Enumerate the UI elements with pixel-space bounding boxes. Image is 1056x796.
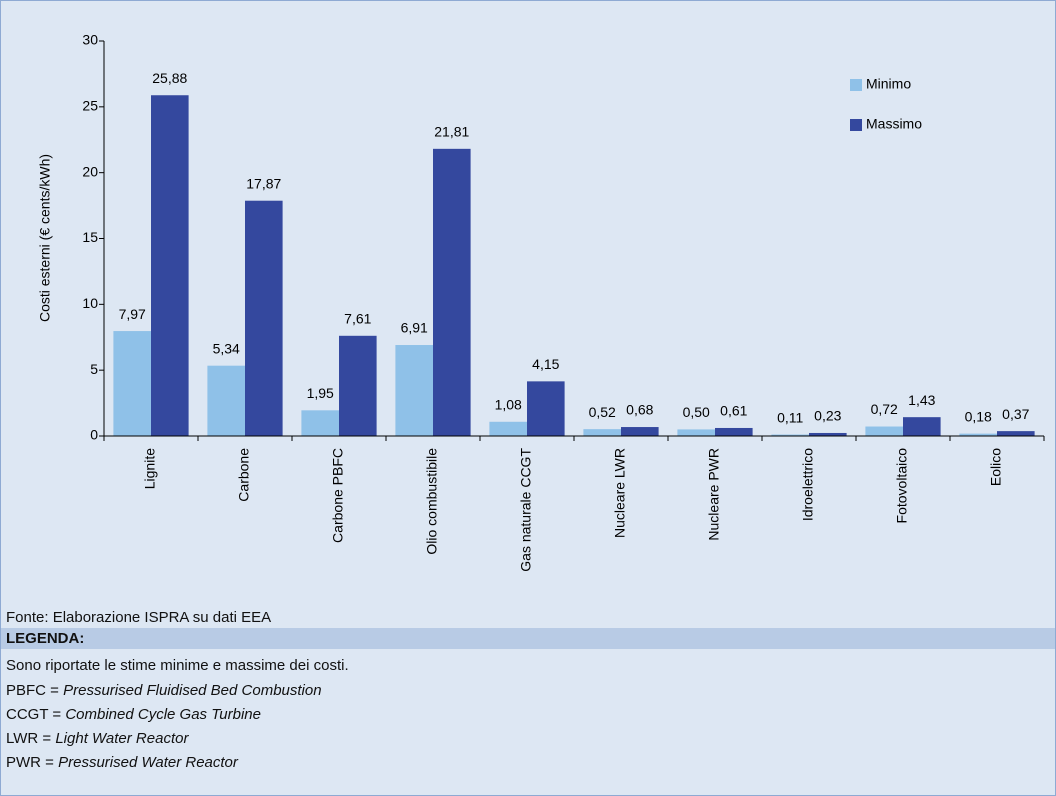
legend-band [1,628,1055,649]
x-tick-label: Gas naturale CCGT [518,448,534,572]
y-tick-label: 0 [90,427,98,443]
legenda-title: LEGENDA: [6,630,85,647]
legenda-intro: Sono riportate le stime minime e massime… [6,657,349,674]
y-tick-label: 5 [90,361,98,377]
bar [489,421,527,436]
value-label: 17,87 [246,175,281,191]
legenda-item: CCGT = Combined Cycle Gas Turbine [6,706,261,723]
value-label: 0,50 [683,404,710,420]
value-label: 0,52 [589,404,616,420]
value-label: 1,08 [495,396,522,412]
x-tick-label: Nucleare LWR [612,448,628,538]
legend-swatch [850,119,862,131]
value-label: 1,43 [908,392,935,408]
bar [583,429,621,436]
value-label: 0,68 [626,402,653,418]
definition: Combined Cycle Gas Turbine [65,706,261,723]
bar [113,331,151,436]
value-label: 0,37 [1002,406,1029,422]
value-label: 7,97 [119,306,146,322]
source: Fonte: Elaborazione ISPRA su dati EEA [6,609,272,626]
bar [771,434,809,436]
bar [245,200,283,436]
value-label: 25,88 [152,70,187,86]
y-tick-label: 15 [82,229,98,245]
x-tick-label: Olio combustibile [424,448,440,555]
x-tick-label: Carbone [236,448,252,502]
chart: Costi esterni (€ cents/kWh) 0 5 10 15 20 25 30… [37,32,1045,572]
bar [301,410,339,436]
bar [339,335,377,436]
bar [959,433,997,436]
y-tick-label: 10 [82,295,98,311]
value-label: 6,91 [401,320,428,336]
bar [433,148,471,436]
definition: Light Water Reactor [55,730,189,747]
y-tick-label: 25 [82,98,98,114]
value-label: 5,34 [213,340,240,356]
value-label: 0,11 [777,409,803,425]
legend-label: Massimo [866,116,922,132]
term: PWR = [6,754,54,771]
value-label: 1,95 [307,385,334,401]
value-label: 21,81 [434,124,469,140]
x-tick-label: Idroelettrico [800,448,816,521]
value-label: 7,61 [344,311,371,327]
value-label: 0,61 [720,403,747,419]
bar [207,365,245,436]
y-tick-label: 20 [82,163,98,179]
definition: Pressurised Fluidised Bed Combustion [63,682,322,699]
bar [809,432,847,436]
value-label: 0,23 [814,408,841,424]
bar [527,381,565,436]
x-tick-label: Nucleare PWR [706,448,722,541]
x-tick-label: Eolico [988,448,1004,486]
legenda-item: LWR = Light Water Reactor [6,730,188,747]
bar [997,431,1035,436]
term: PBFC = [6,682,59,699]
value-label: 0,72 [871,401,898,417]
bar [865,426,903,436]
y-axis-title: Costi esterni (€ cents/kWh) [37,154,53,322]
x-tick-label: Lignite [142,448,158,489]
bar [151,95,189,436]
bar [621,427,659,436]
term: CCGT = [6,706,62,723]
definition: Pressurised Water Reactor [58,754,238,771]
legenda-item: PWR = Pressurised Water Reactor [6,754,238,771]
x-tick-label: Carbone PBFC [330,448,346,543]
legend-label: Minimo [866,76,911,92]
x-tick-label: Fotovoltaico [894,448,910,524]
value-label: 0,18 [965,408,992,424]
bar [715,427,753,436]
bar [677,429,715,436]
bar [395,345,433,436]
value-label: 4,15 [532,356,559,372]
legenda-item: PBFC = Pressurised Fluidised Bed Combust… [6,682,322,699]
legend-swatch [850,79,862,91]
y-tick-label: 30 [82,32,98,48]
term: LWR = [6,730,52,747]
bar [903,417,941,436]
